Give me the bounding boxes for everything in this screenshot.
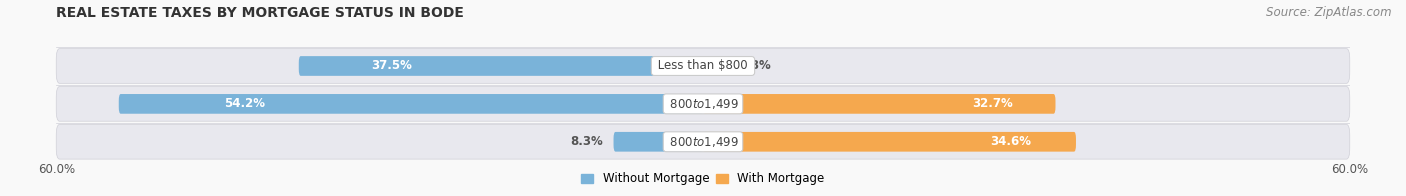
FancyBboxPatch shape	[56, 87, 1350, 121]
Text: $800 to $1,499: $800 to $1,499	[666, 97, 740, 111]
FancyBboxPatch shape	[703, 94, 1056, 114]
Text: 34.6%: 34.6%	[990, 135, 1031, 148]
Text: $800 to $1,499: $800 to $1,499	[666, 135, 740, 149]
Legend: Without Mortgage, With Mortgage: Without Mortgage, With Mortgage	[576, 168, 830, 190]
Text: Less than $800: Less than $800	[654, 60, 752, 73]
FancyBboxPatch shape	[703, 132, 1076, 152]
Text: 8.3%: 8.3%	[569, 135, 603, 148]
Text: 32.7%: 32.7%	[973, 97, 1014, 110]
FancyBboxPatch shape	[118, 94, 703, 114]
FancyBboxPatch shape	[56, 49, 1350, 83]
FancyBboxPatch shape	[299, 56, 703, 76]
Text: 54.2%: 54.2%	[224, 97, 264, 110]
Text: 1.8%: 1.8%	[738, 60, 772, 73]
Text: 37.5%: 37.5%	[371, 60, 412, 73]
FancyBboxPatch shape	[56, 124, 1350, 159]
Text: Source: ZipAtlas.com: Source: ZipAtlas.com	[1267, 6, 1392, 19]
Text: REAL ESTATE TAXES BY MORTGAGE STATUS IN BODE: REAL ESTATE TAXES BY MORTGAGE STATUS IN …	[56, 6, 464, 20]
FancyBboxPatch shape	[703, 56, 723, 76]
FancyBboxPatch shape	[613, 132, 703, 152]
